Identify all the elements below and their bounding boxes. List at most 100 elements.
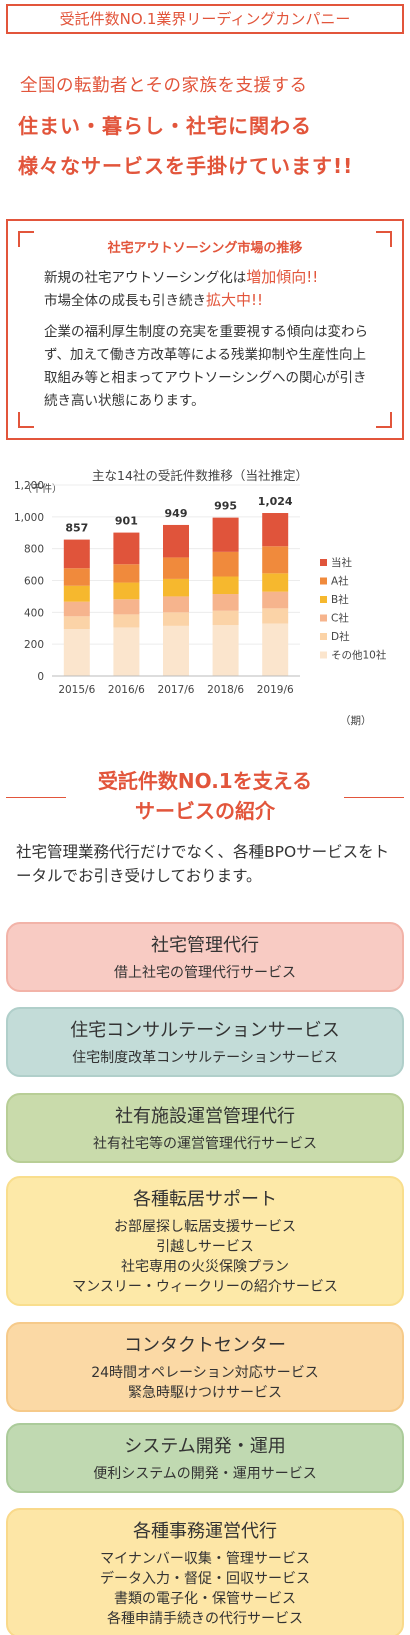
chart-x-tick: 2017/6 xyxy=(158,684,195,696)
service-item: 借上社宅の管理代行サービス xyxy=(114,965,296,981)
trend-title: 社宅アウトソーシング市場の推移 xyxy=(107,241,303,256)
service-item: 24時間オペレーション対応サービス xyxy=(91,1365,319,1381)
chart-y-tick: 1,200 xyxy=(14,480,44,492)
chart-total-label: 857 xyxy=(65,522,88,535)
chart-bar-segment xyxy=(262,513,289,547)
chart-bar-segment xyxy=(163,625,189,676)
chart-x-tick: 2015/6 xyxy=(58,684,95,696)
service-card: 社宅管理代行借上社宅の管理代行サービス xyxy=(6,922,404,992)
service-item: 社宅専用の火災保険プラン xyxy=(121,1259,289,1275)
service-item: 各種申請手続きの代行サービス xyxy=(107,1611,303,1627)
service-item: マイナンバー収集・管理サービス xyxy=(100,1551,310,1567)
chart-y-tick: 400 xyxy=(24,607,44,619)
service-title: 住宅コンサルテーションサービス xyxy=(70,1020,340,1041)
chart-bar-segment xyxy=(262,546,289,574)
service-card: 各種転居サポートお部屋探し転居支援サービス 引越しサービス社宅専用の火災保険プラン… xyxy=(6,1176,404,1306)
chart-bar-segment xyxy=(163,524,189,558)
chart-legend-label: A社 xyxy=(331,575,349,588)
chart-y-tick: 200 xyxy=(24,639,44,651)
chart-bar-segment xyxy=(113,599,140,615)
chart-legend-swatch xyxy=(320,559,327,566)
chart-y-tick: 0 xyxy=(37,671,44,683)
service-card: 社有施設運営管理代行社有社宅等の運営管理代行サービス xyxy=(6,1093,404,1163)
chart-y-tick: 600 xyxy=(24,576,44,588)
chart-bar-segment xyxy=(262,608,289,624)
service-title: 各種転居サポート xyxy=(133,1189,277,1210)
section-divider xyxy=(344,797,404,798)
market-trend-box: 社宅アウトソーシング市場の推移 新規の社宅アウトソーシング化は増加傾向!! 市場… xyxy=(6,219,404,440)
service-card: コンタクトセンター 24時間オペレーション対応サービス 緊急時駆けつけサービス xyxy=(6,1322,404,1412)
chart-bar-segment xyxy=(63,629,90,676)
chart-bar-segment xyxy=(262,591,289,609)
chart-bar-segment xyxy=(212,551,239,577)
trend-highlight-1: 増加傾向!! xyxy=(246,268,319,286)
service-card: システム開発・運用便利システムの開発・運用サービス xyxy=(6,1423,404,1493)
service-item: 便利システムの開発・運用サービス xyxy=(93,1466,317,1482)
trend-lead-2: 市場全体の成長も引き続き xyxy=(44,293,206,309)
chart-legend-swatch xyxy=(320,633,327,640)
chart-bar-segment xyxy=(163,578,189,597)
service-title: 社宅管理代行 xyxy=(151,935,259,956)
hero-line-3: 様々なサービスを手掛けています!! xyxy=(18,154,354,178)
service-item: 社有社宅等の運営管理代行サービス xyxy=(93,1136,317,1152)
service-title: 各種事務運営代行 xyxy=(133,1521,277,1542)
chart-bar-segment xyxy=(212,625,239,676)
corner-decoration xyxy=(18,231,34,247)
chart-y-tick: 800 xyxy=(24,544,44,556)
service-title: システム開発・運用 xyxy=(124,1436,286,1457)
chart-total-label: 901 xyxy=(115,515,138,528)
trend-body: 企業の福利厚生制度の充実を重要視する傾向は変わらず、加えて働き方改革等による残業… xyxy=(44,324,368,409)
chart-bar-segment xyxy=(63,585,90,602)
chart-bar-segment xyxy=(63,601,90,617)
chart-legend-swatch xyxy=(320,596,327,603)
chart-bar-segment xyxy=(63,616,90,630)
section-title-line-1: 受託件数NO.1を支える xyxy=(97,769,313,793)
section-intro: 社宅管理業務代行だけでなく、各種BPOサービスをトータルでお引き受けしております… xyxy=(16,843,390,885)
chart-legend-label: 当社 xyxy=(331,556,352,569)
chart-bar-segment xyxy=(262,573,289,592)
service-item: 住宅制度改革コンサルテーションサービス xyxy=(72,1050,338,1066)
service-title: 社有施設運営管理代行 xyxy=(115,1106,295,1127)
chart-legend-swatch xyxy=(320,651,327,659)
chart-x-tick: 2019/6 xyxy=(257,684,294,696)
hero-line-1: 全国の転勤者とその家族を支援する xyxy=(20,76,308,96)
service-item: マンスリー・ウィークリーの紹介サービス xyxy=(72,1279,338,1295)
banner-text: 受託件数NO.1業界リーディングカンパニー xyxy=(59,10,351,28)
chart-legend-swatch xyxy=(320,614,327,622)
service-items: お部屋探し転居支援サービス 引越しサービス社宅専用の火災保険プランマンスリー・ウィ… xyxy=(8,1217,402,1297)
trend-lead: 新規の社宅アウトソーシング化は増加傾向!! 市場全体の成長も引き続き拡大中!! xyxy=(44,266,318,312)
chart-legend-label: C社 xyxy=(331,612,349,625)
chart-bar-segment xyxy=(212,576,239,595)
section-title: 受託件数NO.1を支える サービスの紹介 xyxy=(0,766,410,826)
chart-bar-segment xyxy=(63,539,90,569)
chart-bar-segment xyxy=(262,623,289,676)
chart-bar-segment xyxy=(163,557,189,579)
service-item: 緊急時駆けつけサービス xyxy=(128,1385,282,1401)
service-item: お部屋探し転居支援サービス xyxy=(114,1219,296,1235)
service-item: 書類の電子化・保管サービス xyxy=(114,1591,296,1607)
chart-legend-swatch xyxy=(320,577,327,585)
chart-legend-label: B社 xyxy=(331,593,349,606)
chart-bar-segment xyxy=(113,614,140,628)
service-card: 住宅コンサルテーションサービス住宅制度改革コンサルテーションサービス xyxy=(6,1007,404,1077)
section-divider xyxy=(6,797,66,798)
service-items: マイナンバー収集・管理サービス データ入力・督促・回収サービス 書類の電子化・保管サ… xyxy=(8,1549,402,1629)
chart-bar-segment xyxy=(212,517,239,552)
service-item: データ入力・督促・回収サービス xyxy=(100,1571,310,1587)
top-banner: 受託件数NO.1業界リーディングカンパニー xyxy=(6,4,404,34)
service-items: 住宅制度改革コンサルテーションサービス xyxy=(8,1048,402,1068)
hero-line-2: 住まい・暮らし・社宅に関わる xyxy=(18,114,312,138)
service-items: 24時間オペレーション対応サービス 緊急時駆けつけサービス xyxy=(8,1363,402,1403)
chart-svg: 主な14社の受託件数推移（当社推定） （千件） （期） 857 901 949 995… xyxy=(14,468,387,727)
chart-bar-segment xyxy=(163,596,189,613)
chart-y-unit: （千件） xyxy=(22,483,62,495)
chart-x-unit: （期） xyxy=(340,715,372,727)
section-title-line-2: サービスの紹介 xyxy=(135,799,275,823)
chart-bar-segment xyxy=(113,564,140,583)
chart-bar-segment xyxy=(163,612,189,626)
chart-y-tick: 1,000 xyxy=(14,512,44,524)
corner-decoration xyxy=(376,412,392,428)
service-item: 引越しサービス xyxy=(156,1239,254,1255)
chart-bar-segment xyxy=(63,568,90,586)
service-card: 各種事務運営代行マイナンバー収集・管理サービス データ入力・督促・回収サービス 書類… xyxy=(6,1508,404,1635)
